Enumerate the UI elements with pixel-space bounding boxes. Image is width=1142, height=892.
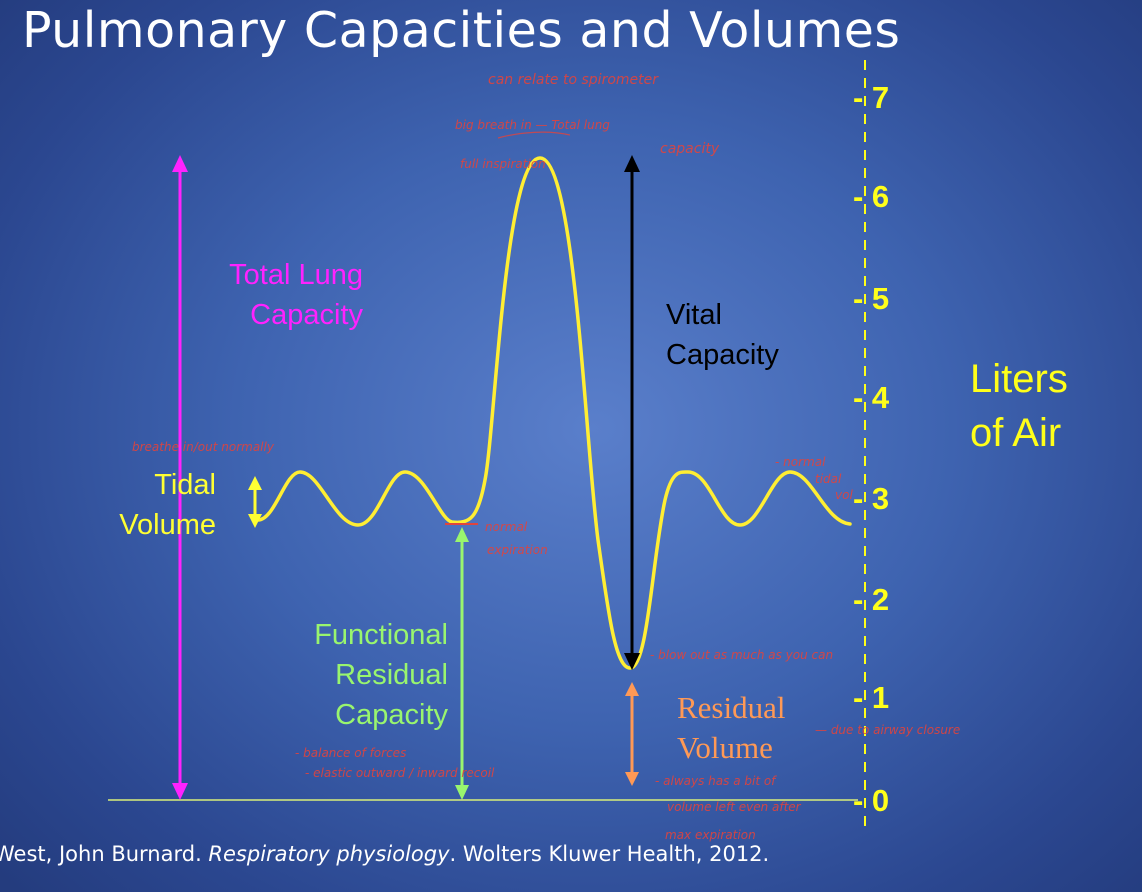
spirogram-curve — [256, 156, 852, 670]
tick-label-3: - 3 — [853, 481, 890, 516]
frc-label-line3: Capacity — [335, 699, 448, 731]
rv-arrow — [625, 682, 639, 786]
tv-label-line2: Volume — [119, 509, 216, 541]
slide-title: Pulmonary Capacities and Volumes — [22, 2, 901, 59]
tick-label-7: - 7 — [853, 80, 890, 115]
tick-label-4: - 4 — [853, 380, 890, 415]
tv-arrow — [248, 476, 262, 528]
annotation-spirometer: can relate to spirometer — [488, 72, 658, 88]
annotation-big-breath: big breath in — Total lung — [455, 118, 610, 132]
tv-label: Tidal Volume — [100, 465, 216, 545]
rv-label-line2: Volume — [677, 730, 773, 765]
annotation-normal-expiration: normal — [485, 520, 528, 534]
vc-label-line2: Capacity — [666, 339, 779, 371]
tick-label-6: - 6 — [853, 179, 890, 214]
tlc-label: Total Lung Capacity — [205, 255, 363, 335]
annotation-airway-closure: — due to airway closure — [815, 723, 961, 737]
annotation-always-bit: - always has a bit of — [655, 774, 776, 788]
citation-rest: . Wolters Kluwer Health, 2012. — [449, 842, 770, 866]
annotation-volume-left: volume left even after — [667, 800, 801, 814]
tick-label-0: - 0 — [853, 783, 890, 818]
tick-label-2: - 2 — [853, 582, 890, 617]
handwritten-underline — [497, 131, 571, 139]
tick-label-1: - 1 — [853, 680, 890, 715]
annotation-capacity: capacity — [660, 141, 720, 157]
axis-title-line2: of Air — [970, 411, 1062, 455]
tlc-label-line1: Total Lung — [229, 259, 363, 291]
annotation-full-inspiration: full inspiration — [460, 157, 546, 171]
annotation-normal-expiration-2: expiration — [487, 543, 548, 557]
vc-arrow — [624, 155, 640, 670]
annotation-elastic-recoil: - elastic outward / inward recoil — [305, 766, 495, 780]
annotation-max-expiration: max expiration — [665, 828, 756, 842]
annotation-breathe-normally: breathe in/out normally — [132, 440, 274, 454]
annotation-normal-tidal: - normal — [775, 455, 826, 469]
annotation-forced-exhale: - blow out as much as you can — [650, 648, 834, 662]
citation: West, John Burnard. Respiratory physiolo… — [0, 842, 769, 866]
frc-label: Functional Residual Capacity — [290, 615, 448, 735]
rv-label: Residual Volume — [677, 688, 786, 768]
axis-title: Liters of Air — [970, 352, 1068, 460]
annotation-balance-forces: - balance of forces — [295, 746, 407, 760]
vc-label-line1: Vital — [666, 299, 722, 331]
tick-label-5: - 5 — [853, 281, 890, 316]
tv-label-line1: Tidal — [154, 469, 216, 501]
annotation-normal-tidal-2: tidal — [815, 472, 842, 486]
rv-label-line1: Residual — [677, 690, 786, 725]
tlc-arrow — [172, 155, 188, 800]
frc-label-line2: Residual — [335, 659, 448, 691]
frc-arrow — [455, 527, 469, 800]
vc-label: Vital Capacity — [666, 295, 779, 375]
frc-label-line1: Functional — [314, 619, 448, 651]
axis-title-line1: Liters — [970, 357, 1068, 401]
tlc-label-line2: Capacity — [250, 299, 363, 331]
citation-work: Respiratory physiology — [208, 842, 450, 866]
annotation-normal-tidal-3: vol — [835, 488, 853, 502]
citation-author: West, John Burnard. — [0, 842, 209, 866]
